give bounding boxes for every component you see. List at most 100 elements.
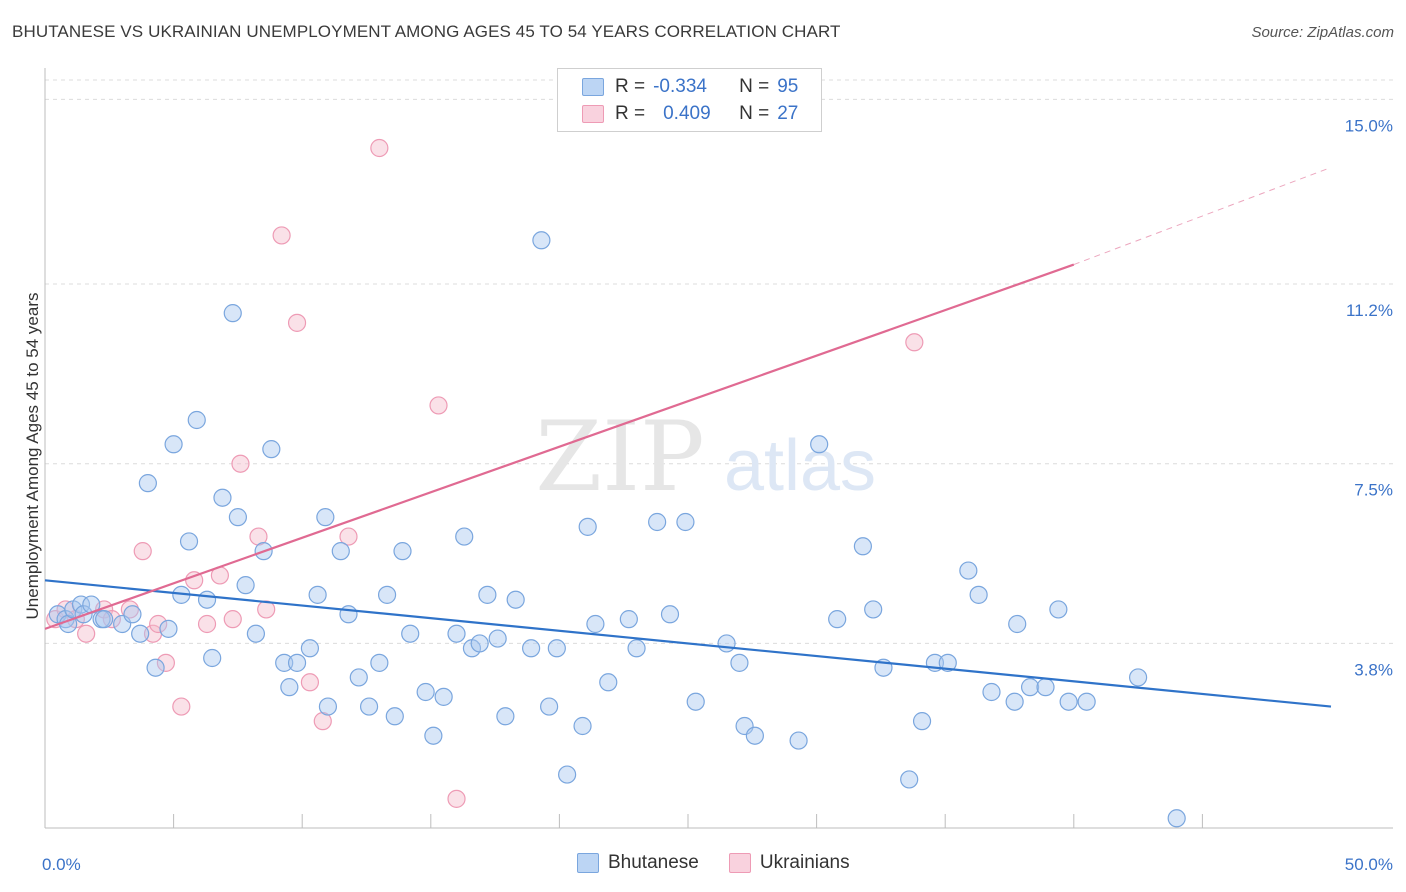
grid-layer [45,79,1393,644]
bhutanese-point [203,648,222,668]
axis-layer: 3.8% 7.5% 11.2% 15.0% 0.0% 50.0% [42,68,1393,874]
bhutanese-point [828,610,847,629]
bhutanese-point [648,512,667,532]
ukrainians-point [339,527,358,546]
bhutanese-point [223,304,242,323]
ukrainians-swatch [728,853,751,873]
ukrainians-point [223,610,242,629]
bhutanese-point [1008,614,1027,634]
n-value: 95 [777,76,799,97]
bhutanese-point [308,585,327,604]
bhutanese-point [434,687,453,706]
ukrainians-point [370,138,389,158]
correlation-legend: R = -0.334 N = 95 R = 0.409 N = 27 [557,68,822,132]
ukrainians-point [149,614,168,634]
legend-row-bhutanese: R = -0.334 N = 95 [582,75,798,99]
bhutanese-point [558,765,577,784]
bhutanese-trend-line [44,579,1332,708]
x-tick-label: 50.0% [1345,855,1393,874]
bhutanese-point [131,624,150,643]
bhutanese-swatch [577,853,599,873]
bhutanese-point [187,410,206,430]
bhutanese-point [1128,668,1148,687]
bhutanese-point [1005,692,1024,711]
y-tick-label: 15.0% [1345,116,1393,135]
bhutanese-point [969,585,988,604]
bhutanese-point [146,658,165,677]
bhutanese-point [1077,692,1096,711]
bhutanese-point [318,697,338,716]
bhutanese-point [717,634,736,653]
watermark: ZIP atlas [535,401,876,513]
bhutanese-point [745,726,764,745]
ukrainians-swatch [582,105,604,123]
n-label: N = [739,76,770,97]
bhutanese-point [300,639,320,658]
ukrainians-point [287,313,307,332]
bhutanese-point [540,697,559,716]
bhutanese-point [213,488,232,507]
ukrainians-point [231,454,250,473]
n-value: 27 [777,103,799,124]
legend-item-bhutanese: Bhutanese [577,852,699,874]
bhutanese-point [424,726,443,745]
bhutanese-point [547,639,566,658]
legend-label-ukrainians: Ukrainians [759,852,850,873]
bhutanese-point [619,610,638,629]
bhutanese-point [599,673,618,692]
bhutanese-point [287,653,307,672]
bhutanese-point [179,532,199,551]
bhutanese-point [138,474,157,493]
watermark-atlas: atlas [724,426,876,506]
bhutanese-point [578,517,597,536]
bhutanese-point [1049,600,1068,619]
bhutanese-point [1020,678,1040,697]
bhutanese-point [938,653,957,672]
y-tick-label: 7.5% [1354,481,1393,500]
bhutanese-point [660,605,680,624]
ukrainians-trend-extension [1073,166,1332,266]
bhutanese-point [246,624,266,643]
bhutanese-point [1167,809,1186,828]
bhutanese-point [159,619,178,638]
bhutanese-point [810,435,829,454]
ukrainians-point [133,542,152,561]
bhutanese-point [262,440,281,459]
ukrainians-point [120,600,139,619]
bhutanese-point [864,600,883,619]
bhutanese-point [532,231,551,250]
y-axis-label: Unemployment Among Ages 45 to 54 years [23,293,42,620]
bhutanese-point [982,682,1001,702]
watermark-zip: ZIP [535,401,704,513]
trend-layer [44,166,1332,708]
bhutanese-point [228,508,247,527]
bhutanese-point [522,639,541,658]
bhutanese-point [416,682,435,702]
bhutanese-point [627,639,646,658]
bhutanese-swatch [582,78,604,96]
source-label: Source: ZipAtlas.com [1251,24,1394,41]
points-layer [46,138,1186,828]
bhutanese-point [236,576,255,595]
ukrainians-point [447,789,466,808]
bhutanese-point [370,653,389,672]
legend-item-ukrainians: Ukrainians [728,852,850,874]
ukrainians-point [185,571,204,590]
bhutanese-point [900,770,919,789]
bhutanese-point [339,605,358,624]
ukrainians-point [272,226,291,245]
bhutanese-point [280,678,299,697]
ukrainians-point [197,614,217,634]
bhutanese-point [496,707,515,726]
bhutanese-point [488,629,507,648]
bhutanese-point [1036,678,1055,697]
bhutanese-point [316,508,335,527]
r-label: R = [615,76,646,97]
y-tick-label: 3.8% [1354,660,1393,679]
bhutanese-point [401,624,420,643]
bhutanese-point [164,435,183,454]
series-legend: Bhutanese Ukrainians [577,852,880,874]
bhutanese-point [349,668,368,687]
bhutanese-point [197,590,217,609]
chart-title: BHUTANESE VS UKRAINIAN UNEMPLOYMENT AMON… [12,22,841,41]
